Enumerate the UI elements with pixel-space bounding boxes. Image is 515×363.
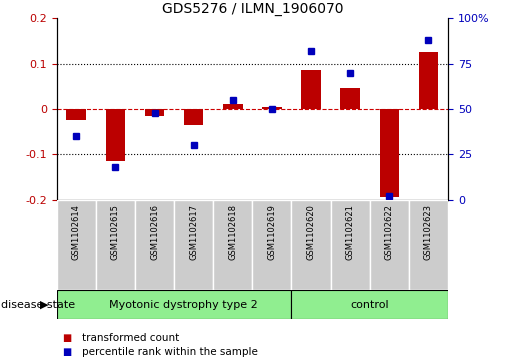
Text: GSM1102621: GSM1102621 bbox=[346, 204, 355, 260]
Text: GSM1102615: GSM1102615 bbox=[111, 204, 120, 260]
Text: control: control bbox=[351, 300, 389, 310]
Bar bbox=[419, 52, 438, 109]
Bar bbox=[370, 200, 409, 290]
Text: GSM1102622: GSM1102622 bbox=[385, 204, 394, 260]
Text: ■: ■ bbox=[62, 347, 71, 357]
Bar bbox=[252, 200, 291, 290]
Bar bbox=[57, 290, 291, 319]
Bar bbox=[213, 200, 252, 290]
Bar bbox=[223, 105, 243, 109]
Text: GSM1102614: GSM1102614 bbox=[72, 204, 81, 260]
Text: disease state: disease state bbox=[1, 300, 75, 310]
Bar bbox=[145, 109, 164, 116]
Bar bbox=[291, 200, 331, 290]
Bar bbox=[174, 200, 213, 290]
Bar bbox=[291, 290, 448, 319]
Bar bbox=[301, 70, 321, 109]
Bar bbox=[184, 109, 203, 125]
Text: percentile rank within the sample: percentile rank within the sample bbox=[82, 347, 259, 357]
Bar bbox=[380, 109, 399, 197]
Text: GSM1102616: GSM1102616 bbox=[150, 204, 159, 260]
Text: ▶: ▶ bbox=[40, 300, 48, 310]
Title: GDS5276 / ILMN_1906070: GDS5276 / ILMN_1906070 bbox=[162, 2, 343, 16]
Bar bbox=[409, 200, 448, 290]
Text: transformed count: transformed count bbox=[82, 333, 180, 343]
Bar bbox=[262, 107, 282, 109]
Text: GSM1102618: GSM1102618 bbox=[228, 204, 237, 260]
Text: Myotonic dystrophy type 2: Myotonic dystrophy type 2 bbox=[110, 300, 258, 310]
Bar bbox=[57, 200, 96, 290]
Text: GSM1102623: GSM1102623 bbox=[424, 204, 433, 260]
Bar bbox=[96, 200, 135, 290]
Text: GSM1102619: GSM1102619 bbox=[267, 204, 277, 260]
Bar bbox=[66, 109, 86, 120]
Bar bbox=[331, 200, 370, 290]
Text: ■: ■ bbox=[62, 333, 71, 343]
Text: GSM1102620: GSM1102620 bbox=[306, 204, 316, 260]
Bar bbox=[106, 109, 125, 161]
Bar bbox=[340, 89, 360, 109]
Bar bbox=[135, 200, 174, 290]
Text: GSM1102617: GSM1102617 bbox=[189, 204, 198, 260]
